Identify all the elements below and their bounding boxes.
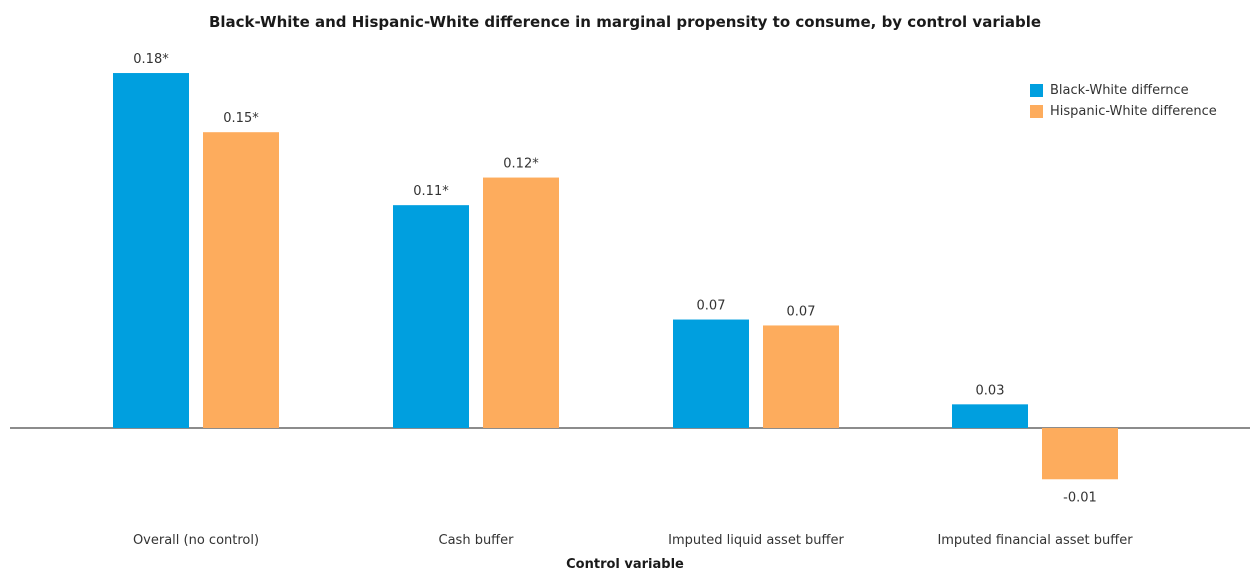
bar-hispanic-white-2 — [763, 325, 839, 428]
legend-swatch-hispanic-white — [1030, 105, 1043, 118]
category-label-1: Cash buffer — [439, 533, 515, 548]
data-label-hispanic-white-3: -0.01 — [1063, 490, 1097, 505]
data-label-hispanic-white-2: 0.07 — [787, 304, 816, 319]
data-label-black-white-2: 0.07 — [697, 299, 726, 314]
legend-label-hispanic-white: Hispanic-White difference — [1050, 104, 1217, 119]
data-label-black-white-3: 0.03 — [976, 383, 1005, 398]
data-label-black-white-0: 0.18* — [133, 52, 169, 67]
category-label-2: Imputed liquid asset buffer — [668, 533, 844, 548]
bar-black-white-0 — [113, 73, 189, 428]
bar-black-white-3 — [952, 404, 1028, 428]
chart-title: Black-White and Hispanic-White differenc… — [208, 13, 1042, 31]
bar-black-white-1 — [393, 205, 469, 428]
category-label-3: Imputed financial asset buffer — [937, 533, 1133, 548]
data-label-hispanic-white-1: 0.12* — [503, 157, 539, 172]
x-axis-title: Control variable — [566, 557, 684, 572]
legend-swatch-black-white — [1030, 84, 1043, 97]
legend: Black-White differnce Hispanic-White dif… — [1030, 80, 1217, 122]
data-label-hispanic-white-0: 0.15* — [223, 111, 259, 126]
category-label-0: Overall (no control) — [133, 533, 259, 548]
legend-item-black-white: Black-White differnce — [1030, 80, 1217, 101]
data-label-black-white-1: 0.11* — [413, 184, 449, 199]
bar-hispanic-white-0 — [203, 132, 279, 428]
legend-label-black-white: Black-White differnce — [1050, 83, 1189, 98]
bar-hispanic-white-1 — [483, 177, 559, 428]
bar-hispanic-white-3 — [1042, 428, 1118, 480]
legend-item-hispanic-white: Hispanic-White difference — [1030, 101, 1217, 122]
bar-black-white-2 — [673, 319, 749, 428]
